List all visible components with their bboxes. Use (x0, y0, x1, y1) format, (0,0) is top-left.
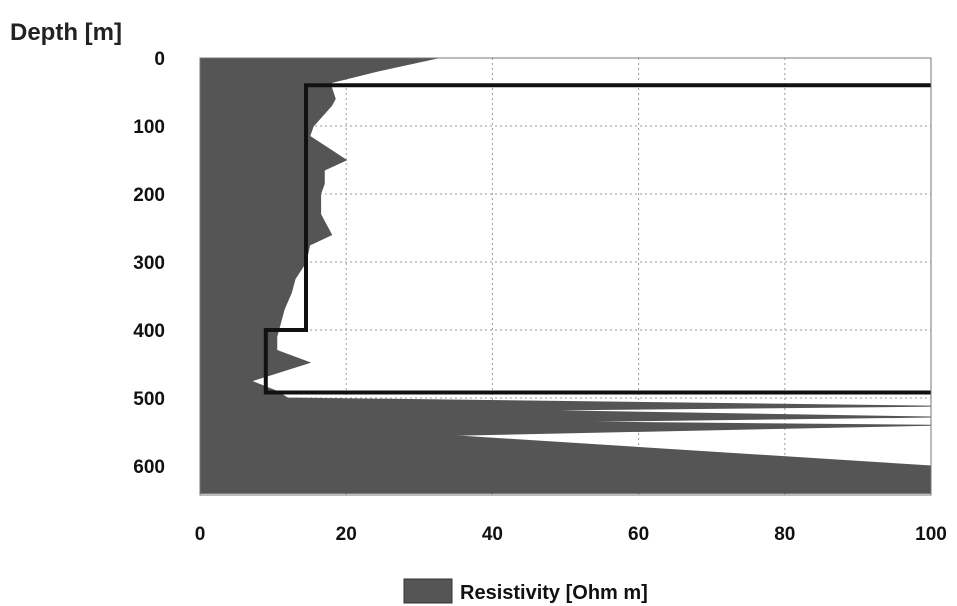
x-tick-label: 0 (195, 524, 206, 545)
y-tick-label: 400 (133, 321, 165, 342)
y-tick-label: 200 (133, 185, 165, 206)
plot-frame (199, 57, 932, 496)
model-step-line (263, 83, 931, 395)
y-tick-label: 100 (133, 117, 165, 138)
chart-title: Depth [m] (10, 19, 122, 46)
legend-label: Resistivity [Ohm m] (460, 582, 648, 604)
y-tick-label: 300 (133, 253, 165, 274)
legend: Resistivity [Ohm m] (403, 578, 648, 604)
x-tick-label: 20 (336, 524, 357, 545)
x-tick-label: 100 (915, 524, 947, 545)
y-tick-label: 600 (133, 457, 165, 478)
resistivity-area (199, 57, 932, 494)
x-tick-label: 80 (774, 524, 795, 545)
y-tick-label: 0 (154, 49, 165, 70)
x-tick-label: 60 (628, 524, 649, 545)
legend-swatch (403, 578, 453, 604)
x-tick-label: 40 (482, 524, 503, 545)
y-tick-label: 500 (133, 389, 165, 410)
